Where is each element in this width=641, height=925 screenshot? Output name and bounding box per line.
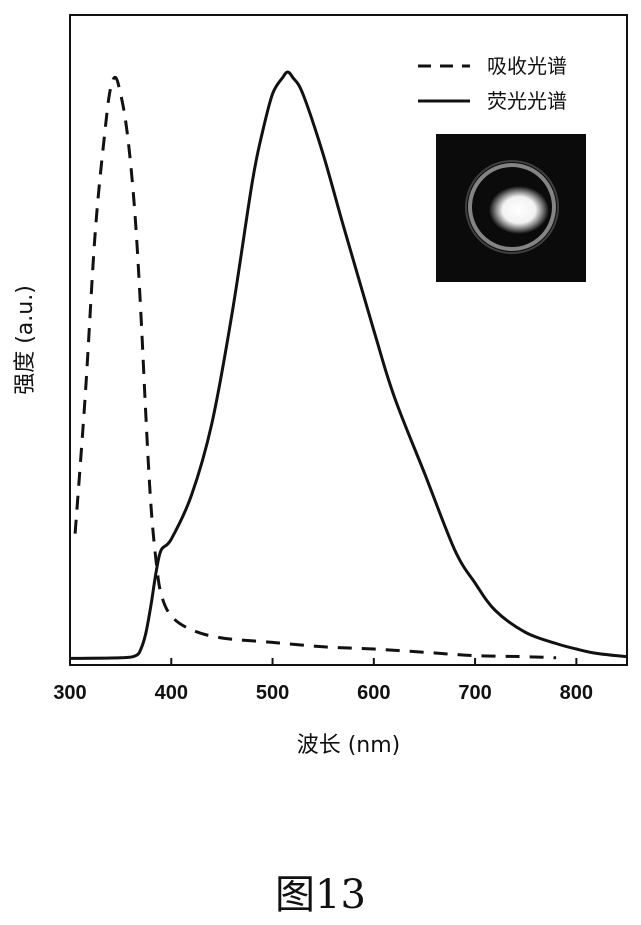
figure-caption: 图13: [275, 872, 366, 918]
plot-frame: [69, 14, 628, 666]
inset-ring: [468, 163, 556, 251]
x-axis-ticks: 300 400 500 600 700 800: [53, 658, 593, 704]
x-axis-label: 波长 (nm): [297, 733, 401, 758]
inset-ring-outer: [465, 160, 559, 254]
x-tick-label: 600: [357, 682, 390, 704]
x-tick-label: 300: [53, 682, 86, 704]
y-axis-label: 强度 (a.u.): [13, 285, 38, 395]
inset-photo: [436, 134, 586, 282]
legend-label-fluorescence: 荧光光谱: [487, 89, 567, 113]
x-tick-label: 700: [458, 682, 491, 704]
absorption-spectrum-line: [73, 75, 557, 660]
legend-label-absorption: 吸收光谱: [487, 54, 567, 78]
x-tick-label: 400: [155, 682, 188, 704]
x-tick-label: 500: [256, 682, 289, 704]
legend: 吸收光谱 荧光光谱: [418, 54, 567, 113]
x-tick-label: 800: [560, 682, 593, 704]
series-layer: [69, 70, 628, 660]
inset-bright-core: [489, 186, 549, 234]
fluorescence-spectrum-line: [69, 70, 628, 660]
